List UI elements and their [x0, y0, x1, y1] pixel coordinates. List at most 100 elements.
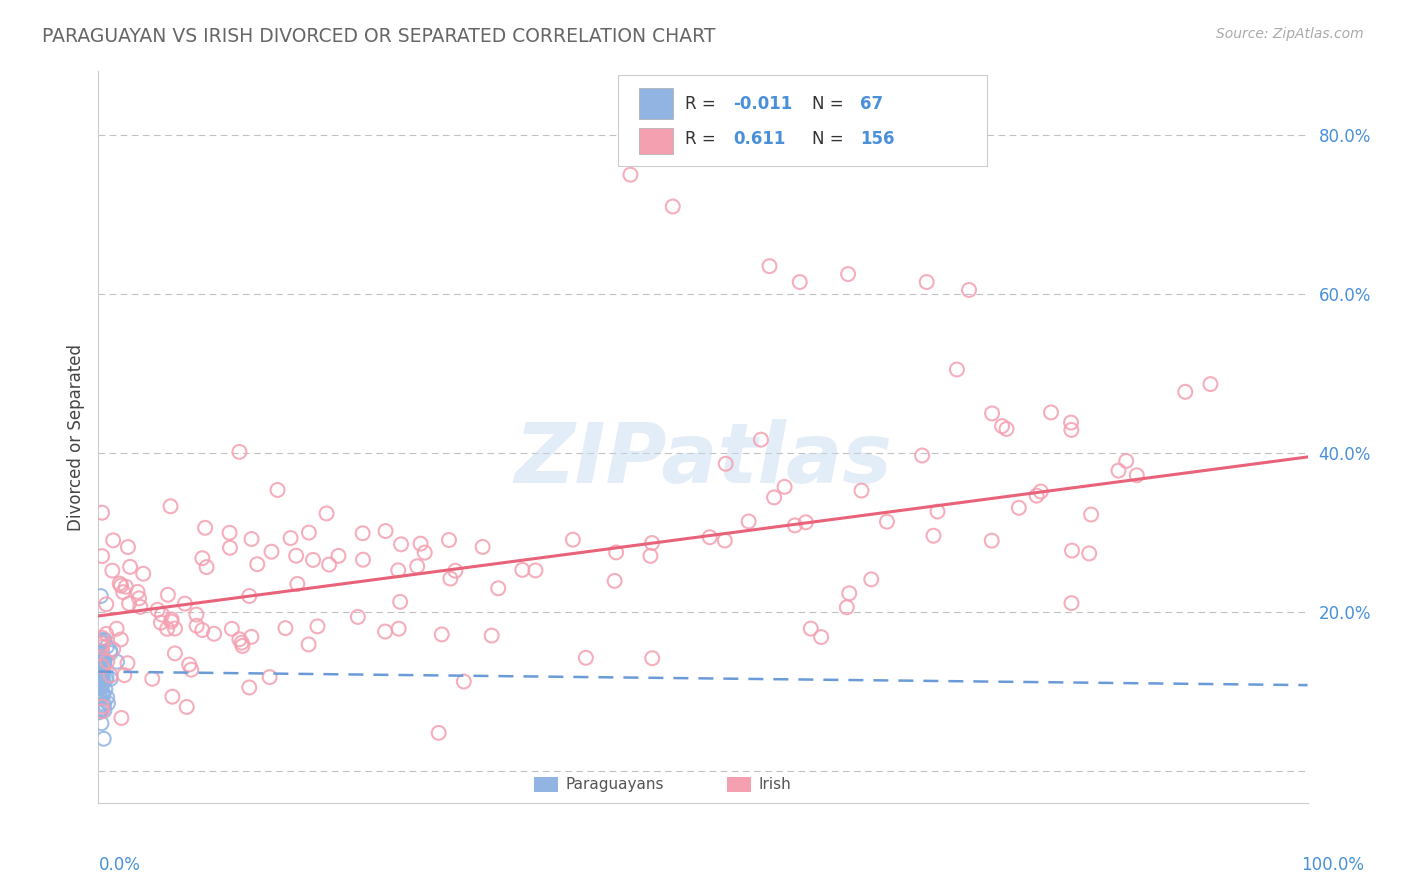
Point [112, 668, 135, 682]
Point [851, 483, 873, 498]
Point [89, 656, 111, 670]
Point [156, 622, 179, 636]
Point [87, 660, 110, 674]
Point [87, 654, 110, 668]
Point [789, 275, 811, 289]
Point [298, 525, 321, 540]
Point [127, 585, 149, 599]
Text: 0.611: 0.611 [734, 130, 786, 148]
Point [98, 643, 121, 657]
Point [100, 668, 122, 682]
Point [194, 521, 217, 535]
Point [96, 690, 118, 705]
Point [352, 526, 374, 541]
Point [991, 419, 1014, 434]
Point [90, 673, 112, 688]
Point [89, 673, 111, 688]
Point [90, 678, 112, 692]
Point [1060, 416, 1083, 430]
Point [374, 624, 396, 639]
Point [510, 563, 533, 577]
Point [927, 504, 949, 518]
Point [89, 678, 111, 692]
Point [162, 690, 184, 704]
Point [90, 663, 112, 677]
Point [228, 445, 250, 459]
Point [427, 726, 450, 740]
Point [89, 666, 111, 681]
Point [661, 200, 683, 214]
Point [94, 682, 117, 697]
Text: Paraguayans: Paraguayans [565, 777, 664, 792]
Point [221, 622, 243, 636]
Point [430, 627, 453, 641]
Point [218, 525, 240, 540]
Point [219, 541, 242, 555]
Point [444, 564, 467, 578]
Point [946, 362, 969, 376]
Point [96, 597, 118, 611]
Point [957, 283, 980, 297]
Point [93, 632, 115, 647]
Point [90, 589, 112, 603]
Point [91, 665, 114, 680]
Point [90, 677, 112, 691]
Point [93, 657, 115, 671]
Point [91, 698, 114, 713]
Point [87, 673, 110, 687]
Point [146, 603, 169, 617]
FancyBboxPatch shape [619, 75, 987, 167]
Point [91, 636, 114, 650]
Point [481, 629, 503, 643]
Point [387, 563, 409, 577]
Point [93, 673, 115, 687]
Point [437, 533, 460, 547]
Point [91, 704, 114, 718]
Point [93, 731, 115, 746]
Point [91, 640, 114, 654]
Point [1060, 543, 1083, 558]
Point [302, 553, 325, 567]
Text: 100.0%: 100.0% [1301, 856, 1364, 874]
Point [96, 640, 118, 654]
Point [87, 678, 110, 692]
Point [640, 549, 662, 563]
Point [238, 681, 260, 695]
Point [995, 422, 1018, 436]
Point [1115, 454, 1137, 468]
Point [89, 704, 111, 718]
Point [110, 632, 132, 647]
Point [91, 699, 114, 714]
Point [186, 607, 208, 622]
Point [90, 633, 112, 648]
Point [100, 646, 122, 660]
Point [117, 540, 139, 554]
Point [605, 545, 627, 559]
Point [266, 483, 288, 497]
Point [773, 480, 796, 494]
Point [240, 630, 263, 644]
Point [91, 645, 114, 659]
Point [911, 449, 934, 463]
Point [91, 658, 114, 673]
Point [352, 552, 374, 566]
Point [89, 665, 111, 679]
Text: -0.011: -0.011 [734, 95, 793, 112]
Point [524, 564, 547, 578]
Point [285, 577, 308, 591]
Point [1126, 468, 1149, 483]
Point [838, 586, 860, 600]
Point [238, 589, 260, 603]
Point [389, 537, 412, 551]
Point [90, 680, 112, 694]
Point [860, 572, 883, 586]
Point [141, 672, 163, 686]
Point [1199, 377, 1222, 392]
Point [89, 671, 111, 685]
Point [763, 491, 786, 505]
Point [110, 711, 132, 725]
Point [758, 259, 780, 273]
Point [453, 674, 475, 689]
Point [180, 663, 202, 677]
Point [87, 706, 110, 720]
